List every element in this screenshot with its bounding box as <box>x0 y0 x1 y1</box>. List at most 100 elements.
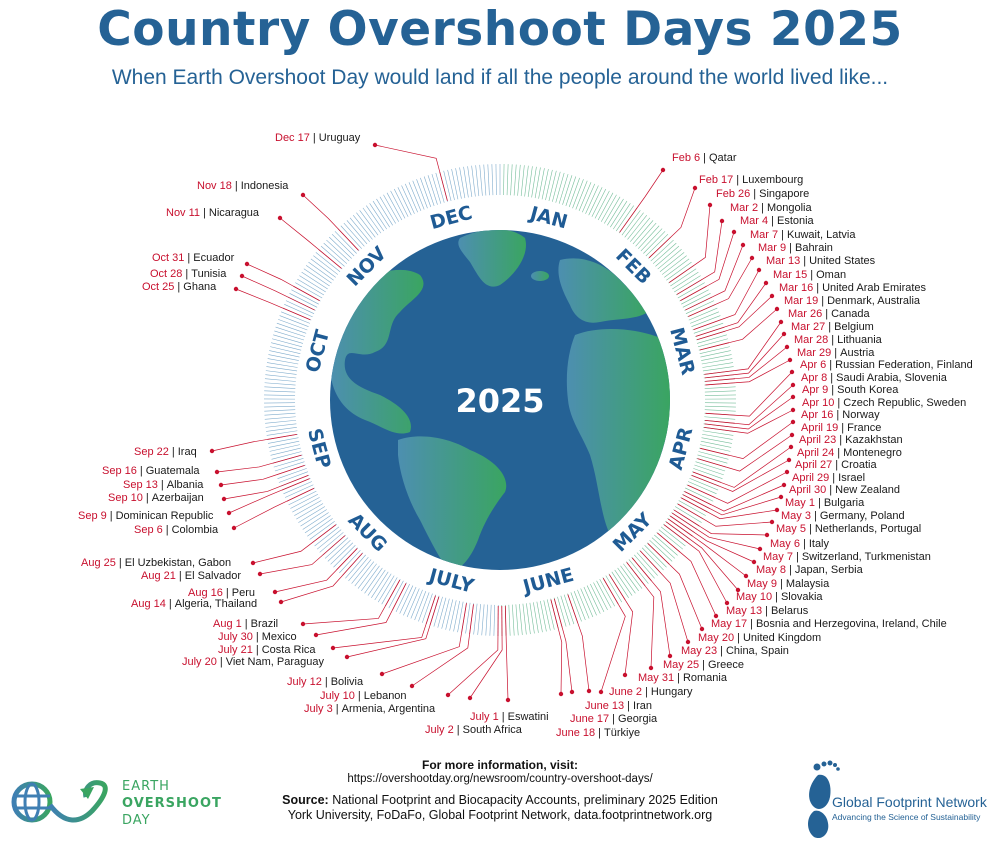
leader-line <box>734 333 785 376</box>
country-label: April 19 | France <box>801 422 881 435</box>
country-names: Ghana <box>183 281 217 293</box>
separator: | <box>830 372 834 384</box>
overshoot-date: April 23 <box>799 434 837 446</box>
globe-icon: 2025 <box>330 230 670 570</box>
overshoot-date: July 1 <box>470 711 499 723</box>
leader-dot <box>300 192 306 198</box>
leader-dot <box>724 600 730 606</box>
leader-dot <box>218 482 224 488</box>
leader-line <box>715 257 753 305</box>
separator: | <box>255 631 259 643</box>
overshoot-date: Sep 6 <box>134 524 163 536</box>
separator: | <box>118 557 122 569</box>
leader-dot <box>757 546 763 552</box>
country-names: Japan, Serbia <box>794 564 863 576</box>
leader-dot <box>707 202 713 208</box>
country-label: July 20 | Viet Nam, Paraguay <box>182 656 324 669</box>
leader-line <box>735 359 791 384</box>
leader-dot <box>409 683 415 689</box>
overshoot-date: Apr 9 <box>802 384 829 396</box>
leader-dot <box>735 587 741 593</box>
overshoot-date: April 27 <box>795 459 833 471</box>
separator: | <box>779 578 783 590</box>
country-names: United Arab Emirates <box>822 282 927 294</box>
eod-line2: OVERSHOOT <box>122 796 222 811</box>
leader-dot <box>300 621 306 627</box>
separator: | <box>501 711 505 723</box>
country-label: Sep 6 | Colombia <box>134 524 218 537</box>
leader-line <box>719 459 790 492</box>
overshoot-date: May 17 <box>711 618 748 630</box>
country-names: Peru <box>231 587 255 599</box>
overshoot-date: July 10 <box>320 690 355 702</box>
overshoot-date: Feb 26 <box>716 188 751 200</box>
leader-line <box>728 308 778 344</box>
overshoot-date: May 20 <box>698 632 735 644</box>
leader-line <box>235 288 283 309</box>
page-title: Country Overshoot Days 2025 <box>97 2 903 57</box>
leader-line <box>259 555 323 575</box>
country-names: Ecuador <box>193 252 235 264</box>
leader-line <box>211 439 268 452</box>
country-label: May 6 | Italy <box>770 538 829 551</box>
country-label: Apr 10 | Czech Republic, Sweden <box>802 397 966 410</box>
country-names: Nicaragua <box>208 207 260 219</box>
leader-dot <box>344 654 350 660</box>
leader-line <box>252 542 313 564</box>
overshoot-date: June 2 <box>609 686 643 698</box>
leader-line <box>469 635 503 699</box>
overshoot-date: July 30 <box>218 631 253 643</box>
overshoot-date: July 3 <box>304 703 333 715</box>
country-label: Apr 16 | Norway <box>801 409 880 422</box>
country-names: Slovakia <box>780 591 823 603</box>
leader-line <box>726 434 793 472</box>
leader-line <box>505 635 509 701</box>
separator: | <box>720 645 723 657</box>
leader-line <box>636 169 664 209</box>
overshoot-date: Aug 16 <box>188 587 223 599</box>
country-names: Montenegro <box>843 447 902 459</box>
country-label: Apr 6 | Russian Federation, Finland <box>800 359 973 372</box>
leader-line <box>724 282 767 328</box>
leader-dot <box>221 496 227 502</box>
country-names: France <box>847 422 882 434</box>
leader-line <box>332 624 427 649</box>
leader-line <box>274 569 337 593</box>
leader-dot <box>769 519 775 525</box>
leader-line <box>660 572 689 643</box>
overshoot-date: Sep 13 <box>123 479 158 491</box>
country-names: El Uzbekistan, Gabon <box>124 557 232 569</box>
leader-line <box>702 220 723 280</box>
country-label: May 10 | Slovakia <box>736 591 823 604</box>
overshoot-date: Mar 7 <box>750 229 779 241</box>
separator: | <box>831 384 835 396</box>
overshoot-date: Feb 17 <box>699 174 734 186</box>
country-label: Aug 25 | El Uzbekistan, Gabon <box>81 557 231 570</box>
leader-dot <box>790 382 796 388</box>
separator: | <box>225 587 229 599</box>
country-names: Azerbaijan <box>151 492 204 504</box>
leader-dot <box>445 692 451 698</box>
info-url-link[interactable]: https://overshootday.org/newsroom/countr… <box>347 773 653 785</box>
country-label: Mar 28 | Lithuania <box>794 334 882 347</box>
overshoot-date: April 24 <box>797 447 835 459</box>
overshoot-date: Mar 4 <box>740 215 769 227</box>
leader-line <box>644 585 655 669</box>
leader-line <box>216 462 273 473</box>
separator: | <box>677 672 680 684</box>
overshoot-date: Apr 10 <box>802 397 835 409</box>
separator: | <box>781 229 784 241</box>
overshoot-date: Nov 18 <box>197 180 232 192</box>
separator: | <box>795 551 799 563</box>
country-label: Mar 7 | Kuwait, Latvia <box>750 229 855 242</box>
country-label: Mar 27 | Belgium <box>791 321 874 334</box>
country-label: July 10 | Lebanon <box>320 690 407 703</box>
leader-dot <box>749 255 755 261</box>
leader-dot <box>330 645 336 651</box>
country-names: Bahrain <box>794 242 833 254</box>
country-names: Malaysia <box>785 578 830 590</box>
leader-line <box>734 321 782 371</box>
leader-dot <box>764 532 770 538</box>
overshoot-date: July 20 <box>182 656 217 668</box>
country-names: Iraq <box>177 446 197 458</box>
